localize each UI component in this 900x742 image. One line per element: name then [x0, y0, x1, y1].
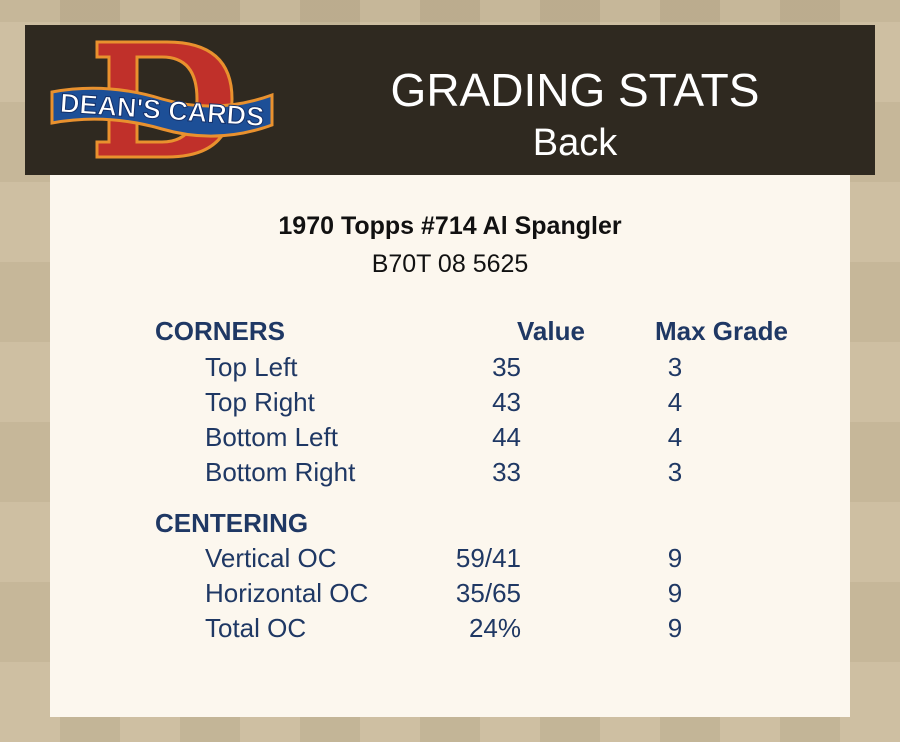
centering-row-value: 35/65	[455, 578, 521, 608]
centering-row-max-grade: 9	[667, 543, 683, 573]
centering-row-max-grade: 9	[667, 613, 683, 643]
page-title: GRADING STATS	[390, 64, 760, 116]
corners-row-label: Bottom Left	[205, 422, 338, 452]
corners-row-value: 44	[492, 422, 521, 452]
centering-row-label: Horizontal OC	[205, 578, 369, 608]
corners-row-label: Top Right	[205, 387, 315, 417]
page-subtitle: Back	[532, 122, 618, 164]
header: DEAN'S CARDS GRADING STATS Back	[25, 25, 875, 175]
centering-row-value: 24%	[468, 613, 521, 643]
corners-row-label: Top Left	[205, 352, 298, 382]
centering-row-value: 59/41	[455, 543, 521, 573]
corners-row-value: 33	[492, 457, 521, 487]
centering-heading: CENTERING	[155, 508, 309, 538]
stats-panel: 1970 Topps #714 Al Spangler B70T 08 5625	[50, 175, 850, 717]
corners-row-max-grade: 4	[667, 422, 683, 452]
corners-row-max-grade: 3	[667, 457, 683, 487]
deans-cards-logo: DEAN'S CARDS	[50, 40, 274, 159]
corners-row-max-grade: 4	[667, 387, 683, 417]
max-grade-column-header: Max Grade	[655, 316, 788, 346]
corners-heading: CORNERS	[155, 316, 286, 346]
corners-row-value: 35	[492, 352, 521, 382]
centering-row-label: Total OC	[205, 613, 307, 643]
corners-row-value: 43	[492, 387, 521, 417]
corners-row-label: Bottom Right	[205, 457, 356, 487]
value-column-header: Value	[517, 316, 585, 346]
card-code: B70T 08 5625	[371, 250, 529, 278]
centering-row-max-grade: 9	[667, 578, 683, 608]
card-title: 1970 Topps #714 Al Spangler	[278, 212, 622, 240]
corners-row-max-grade: 3	[667, 352, 683, 382]
centering-row-label: Vertical OC	[205, 543, 337, 573]
